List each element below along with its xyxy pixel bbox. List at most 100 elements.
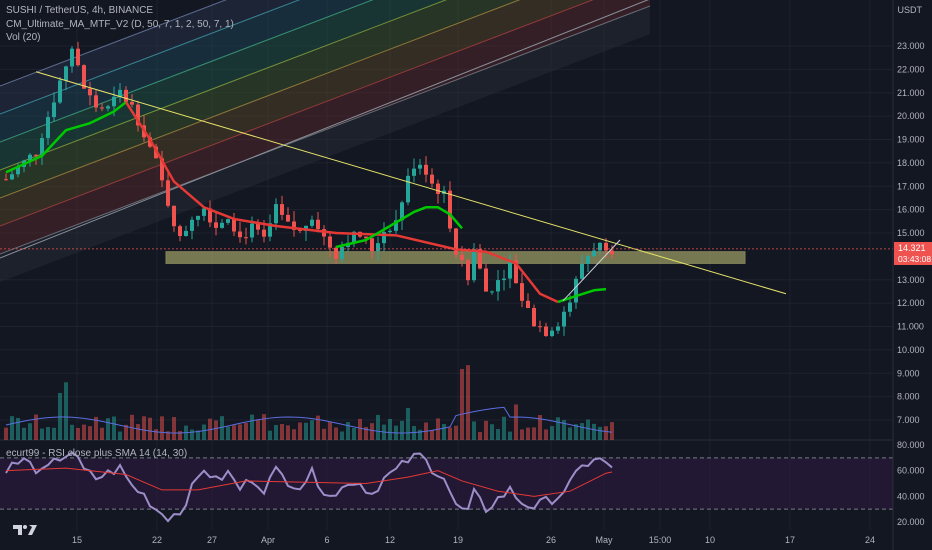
- volume-bar: [376, 414, 380, 440]
- fan-line: [0, 0, 301, 115]
- candle-body: [208, 208, 212, 223]
- volume-bar: [298, 422, 302, 440]
- candle-body: [526, 300, 530, 309]
- volume-bar: [64, 382, 68, 440]
- candle-body: [76, 48, 80, 66]
- candle-body: [496, 280, 500, 292]
- time-tick-label: 26: [546, 535, 556, 545]
- fan-line: [0, 5, 651, 255]
- candle-body: [448, 190, 452, 229]
- ma-indicator-legend[interactable]: CM_Ultimate_MA_MTF_V2 (D, 50, 7, 1, 2, 5…: [6, 19, 234, 30]
- candlesticks: [4, 41, 614, 338]
- candle-body: [268, 223, 272, 237]
- ma-slow-line: [124, 101, 559, 304]
- volume-bar: [604, 426, 608, 440]
- volume-bar: [508, 431, 512, 440]
- volume-bar: [466, 365, 470, 440]
- volume-indicator-legend[interactable]: Vol (20): [6, 32, 41, 43]
- volume-bar: [370, 423, 374, 440]
- volume-bar: [478, 431, 482, 440]
- volume-bar: [580, 423, 584, 440]
- volume-bar: [160, 416, 164, 440]
- volume-bar: [112, 416, 116, 440]
- volume-bar: [4, 427, 8, 440]
- chart-grid: [0, 0, 893, 530]
- price-tick-label: 15.000: [897, 228, 925, 238]
- volume-bar: [544, 429, 548, 440]
- candle-body: [490, 291, 494, 293]
- rsi-tick-label: 60.000: [897, 466, 925, 476]
- candle-body: [364, 236, 368, 239]
- candle-body: [28, 154, 32, 161]
- candle-body: [592, 250, 596, 257]
- volume-bar: [40, 428, 44, 440]
- ma-fast-line: [557, 287, 607, 304]
- candle-body: [220, 222, 224, 228]
- volume-bar: [346, 422, 350, 440]
- volume-bar: [244, 423, 248, 440]
- volume-bar: [136, 424, 140, 440]
- candle-body: [118, 89, 122, 97]
- volume-bar: [514, 404, 518, 440]
- price-tick-label: 8.000: [897, 392, 920, 402]
- candle-body: [514, 260, 518, 284]
- volume-bar: [364, 426, 368, 440]
- time-tick-label: 19: [453, 535, 463, 545]
- time-tick-label: 6: [324, 535, 329, 545]
- time-tick-label: May: [595, 535, 613, 545]
- volume-bar: [532, 427, 536, 440]
- candle-body: [16, 166, 20, 175]
- volume-bar: [232, 425, 236, 440]
- candle-body: [436, 183, 440, 194]
- fan-line: [0, 0, 521, 199]
- candle-body: [94, 95, 98, 108]
- candle-body: [160, 158, 164, 181]
- time-tick-label: 27: [207, 535, 217, 545]
- volume-bar: [226, 426, 230, 440]
- candle-body: [226, 219, 230, 223]
- fan-line: [0, 0, 227, 87]
- candle-body: [400, 202, 404, 221]
- price-tick-label: 22.000: [897, 64, 925, 74]
- volume-bar: [28, 423, 32, 440]
- candle-body: [568, 302, 572, 312]
- volume-bar: [472, 421, 476, 440]
- time-tick-label: 10: [705, 535, 715, 545]
- axes: 23.000 22.000 21.000 20.000 19.000 18.000 17.0…: [72, 0, 932, 550]
- candle-body: [202, 208, 206, 216]
- candle-body: [412, 168, 416, 176]
- volume-bar: [172, 417, 176, 440]
- candle-body: [112, 96, 116, 107]
- candle-body: [214, 222, 218, 228]
- symbol-legend[interactable]: SUSHI / TetherUS, 4h, BINANCE: [6, 5, 154, 16]
- volume-bar: [460, 368, 464, 440]
- fan-line: [0, 0, 374, 143]
- candle-body: [100, 107, 104, 109]
- volume-bar: [148, 417, 152, 440]
- candle-body: [64, 66, 68, 81]
- trendline-ascending: [562, 239, 621, 302]
- rsi-sma-line: [5, 467, 613, 497]
- candle-body: [244, 237, 248, 239]
- candle-body: [424, 164, 428, 175]
- volume-bar: [592, 423, 596, 440]
- moving-averages: [5, 101, 607, 304]
- time-tick-label: 22: [152, 535, 162, 545]
- currency-label[interactable]: USDT: [897, 5, 923, 15]
- volume-bar: [496, 428, 500, 440]
- volume-bar: [274, 424, 278, 440]
- candle-body: [184, 230, 188, 237]
- candle-body: [610, 250, 614, 255]
- candle-body: [370, 238, 374, 252]
- volume-bar: [202, 424, 206, 440]
- volume-bar: [286, 425, 290, 440]
- volume-bar: [502, 416, 506, 440]
- tradingview-logo-icon[interactable]: [12, 522, 38, 538]
- candle-body: [52, 102, 56, 118]
- time-tick-label: 24: [865, 535, 875, 545]
- candle-body: [340, 247, 344, 259]
- rsi-indicator-legend[interactable]: ecurt99 - RSI close plus SMA 14 (14, 30): [6, 448, 188, 459]
- time-tick-label: 12: [385, 535, 395, 545]
- volume-bar: [106, 418, 110, 440]
